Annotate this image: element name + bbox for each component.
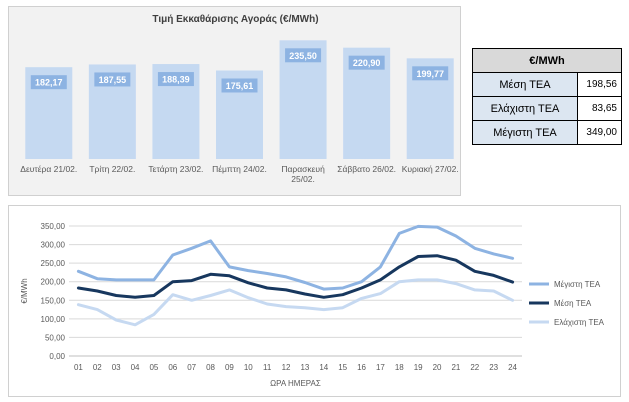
table-header-row: €/MWh [472,48,622,73]
x-tick-label: 05 [149,363,158,372]
x-tick-label: 15 [338,363,347,372]
table-row-label: Μέση ΤΕΑ [472,72,578,97]
table-header: €/MWh [472,48,622,73]
table-row: Μέγιστη ΤΕΑ 349,00 [472,120,622,145]
bar-chart-title: Τιμή Εκκαθάρισης Αγοράς (€/MWh) [152,14,318,25]
bar-label-box [221,78,258,93]
legend-entry: Ελάχιστη ΤΕΑ [554,318,605,327]
bar-value-label: 220,90 [353,58,381,68]
table-row-label: Ελάχιστη ΤΕΑ [472,96,578,121]
bar-category-label: Παρασκευή 25/02. [281,164,325,184]
series-line [76,278,515,327]
table-row-label: Μέγιστη ΤΕΑ [472,120,578,145]
table-row: Μέση ΤΕΑ 198,56 [472,72,622,97]
legend-entry: Μέγιστη ΤΕΑ [554,280,601,289]
bar-label-box [285,48,322,63]
x-tick-label: 04 [131,363,140,372]
x-tick-label: 03 [112,363,121,372]
bar-label-box [94,72,131,87]
y-tick-label: 350,00 [41,222,66,231]
x-axis-label: ΩΡΑ ΗΜΕΡΑΣ [270,379,321,388]
bar-category-label: Πέμπτη 24/02. [212,164,267,174]
y-tick-label: 50,00 [45,333,66,342]
x-tick-label: 13 [300,363,309,372]
table-row-value: 349,00 [577,120,622,145]
bar-category-label: Σάββατο 26/02. [337,164,396,174]
bar-value-label: 235,50 [289,51,317,61]
table-row: Ελάχιστη ΤΕΑ 83,65 [472,96,622,121]
y-axis-label: €/MWh [20,278,29,303]
y-tick-label: 250,00 [41,259,66,268]
x-tick-label: 14 [319,363,328,372]
x-tick-label: 11 [263,363,272,372]
x-tick-label: 07 [187,363,196,372]
legend-entry: Μέση ΤΕΑ [554,299,592,308]
x-tick-label: 06 [168,363,177,372]
x-tick-label: 17 [376,363,385,372]
x-tick-label: 21 [451,363,460,372]
table-row-value: 198,56 [577,72,622,97]
bar-category-label: Δευτέρα 21/02. [20,164,77,174]
bar-label-box [412,66,449,81]
y-tick-label: 300,00 [41,241,66,250]
bar-label-box [157,72,194,87]
bar-value-label: 175,61 [226,81,254,91]
x-tick-label: 19 [414,363,423,372]
bar-label-box [30,75,67,90]
y-tick-label: 100,00 [41,315,66,324]
x-tick-label: 02 [93,363,102,372]
y-tick-label: 200,00 [41,278,66,287]
bar-label-box [348,55,385,70]
line-chart-panel: 0,00 50,00 100,00 150,00 200,00 250,00 300,00 3… [8,205,621,397]
bar-value-label: 187,55 [99,75,127,85]
bar-category-label: Τετάρτη 23/02. [148,164,203,174]
series-line [76,254,515,299]
x-tick-label: 10 [244,363,253,372]
bar-category-label: Κυριακή 27/02. [402,164,459,174]
bar-chart-panel: Τιμή Εκκαθάρισης Αγοράς (€/MWh) 182,17 Δευ… [8,6,461,196]
x-tick-label: 20 [433,363,442,372]
y-tick-label: 150,00 [41,296,66,305]
bar-category-label: Τρίτη 22/02. [89,164,135,174]
bar-value-label: 188,39 [162,75,190,85]
x-tick-label: 16 [357,363,366,372]
x-tick-label: 18 [395,363,404,372]
x-tick-label: 24 [508,363,517,372]
line-chart: 0,00 50,00 100,00 150,00 200,00 250,00 300,00 3… [20,222,605,388]
bar-value-label: 199,77 [416,69,444,79]
bar-value-label: 182,17 [35,78,63,88]
x-tick-label: 09 [225,363,234,372]
y-tick-label: 0,00 [49,352,65,361]
x-tick-label: 23 [489,363,498,372]
x-tick-label: 12 [282,363,291,372]
x-tick-label: 08 [206,363,215,372]
stats-table: €/MWh Μέση ΤΕΑ 198,56 Ελάχιστη ΤΕΑ 83,65… [472,48,622,145]
bar-chart: Τιμή Εκκαθάρισης Αγοράς (€/MWh) 182,17 Δευ… [20,14,459,184]
x-tick-label: 01 [74,363,83,372]
series-line [76,224,515,291]
x-tick-label: 22 [470,363,479,372]
table-row-value: 83,65 [577,96,622,121]
